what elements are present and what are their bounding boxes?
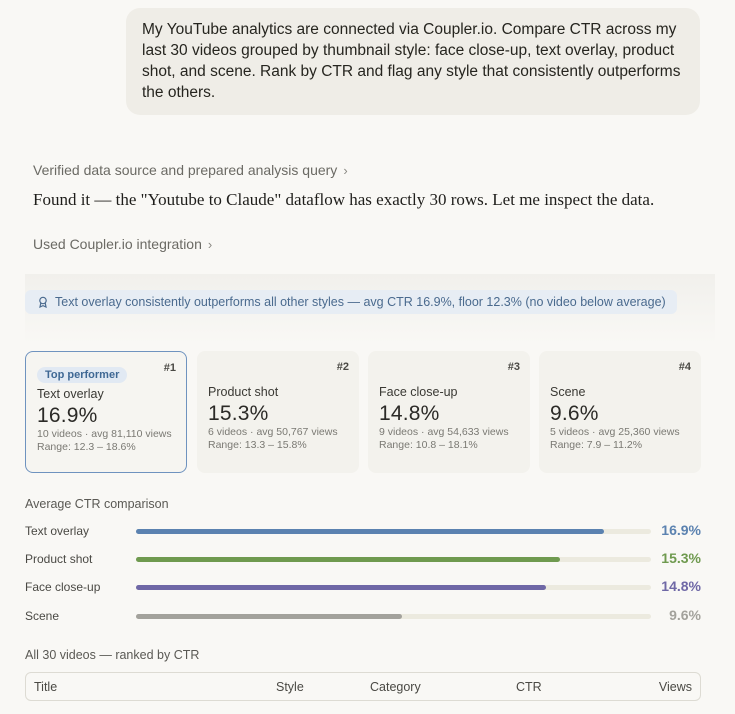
style-range: Range: 10.8 – 18.1% — [379, 439, 478, 451]
bar-track — [136, 585, 651, 590]
style-videos: 5 videos · avg 25,360 views — [550, 426, 680, 438]
bar-value: 9.6% — [669, 607, 701, 623]
style-videos: 9 videos · avg 54,633 views — [379, 426, 509, 438]
verified-step-label: Verified data source and prepared analys… — [33, 162, 338, 178]
bar-fill — [136, 557, 560, 562]
bar-label: Text overlay — [25, 524, 90, 538]
ctr-bar-row: Text overlay 16.9% — [25, 522, 701, 540]
style-range: Range: 7.9 – 11.2% — [550, 439, 643, 451]
bar-fill — [136, 585, 546, 590]
verified-step-toggle[interactable]: Verified data source and prepared analys… — [33, 162, 348, 178]
style-cards: #1 Top performer Text overlay 16.9% 10 v… — [25, 351, 701, 475]
bar-track — [136, 529, 651, 534]
style-ctr: 15.3% — [208, 402, 269, 425]
bar-fill — [136, 614, 402, 619]
style-card-face-close-up: #3 Face close-up 14.8% 9 videos · avg 54… — [368, 351, 530, 473]
bar-value: 16.9% — [661, 522, 701, 538]
style-card-product-shot: #2 Product shot 15.3% 6 videos · avg 50,… — [197, 351, 359, 473]
bar-value: 14.8% — [661, 578, 701, 594]
rank-label: #4 — [678, 361, 691, 373]
style-name: Text overlay — [37, 387, 104, 401]
column-header-ctr[interactable]: CTR — [516, 680, 542, 694]
column-header-views[interactable]: Views — [658, 680, 692, 694]
ctr-bar-row: Product shot 15.3% — [25, 550, 701, 568]
bars-title: Average CTR comparison — [25, 497, 169, 511]
style-name: Scene — [550, 385, 586, 399]
style-videos: 10 videos · avg 81,110 views — [37, 428, 172, 440]
column-header-style[interactable]: Style — [276, 680, 304, 694]
insight-text: Text overlay consistently outperforms al… — [55, 295, 666, 309]
style-ctr: 14.8% — [379, 402, 440, 425]
style-range: Range: 12.3 – 18.6% — [37, 441, 136, 453]
style-name: Product shot — [208, 385, 279, 399]
bar-label: Scene — [25, 609, 60, 623]
bar-fill — [136, 529, 604, 534]
style-ctr: 9.6% — [550, 402, 599, 425]
column-header-title[interactable]: Title — [34, 680, 58, 694]
column-header-category[interactable]: Category — [370, 680, 421, 694]
user-message: My YouTube analytics are connected via C… — [126, 8, 700, 115]
integration-step-toggle[interactable]: Used Coupler.io integration › — [33, 236, 212, 252]
bar-track — [136, 614, 651, 619]
rank-label: #2 — [336, 361, 349, 373]
style-videos: 6 videos · avg 50,767 views — [208, 426, 338, 438]
style-ctr: 16.9% — [37, 404, 98, 427]
insight-banner: Text overlay consistently outperforms al… — [25, 290, 677, 314]
rank-label: #1 — [163, 362, 176, 374]
style-card-scene: #4 Scene 9.6% 5 videos · avg 25,360 view… — [539, 351, 701, 473]
rank-label: #3 — [507, 361, 520, 373]
style-card-text-overlay: #1 Top performer Text overlay 16.9% 10 v… — [25, 351, 187, 473]
analysis-artifact: Text overlay consistently outperforms al… — [25, 274, 715, 714]
chevron-right-icon: › — [207, 236, 213, 252]
videos-table-header: Title Style Category CTR Views — [25, 672, 701, 701]
style-range: Range: 13.3 – 15.8% — [208, 439, 307, 451]
assistant-message: Found it — the "Youtube to Claude" dataf… — [33, 190, 655, 209]
award-icon — [39, 296, 47, 308]
bar-track — [136, 557, 651, 562]
bar-value: 15.3% — [661, 550, 701, 566]
style-name: Face close-up — [379, 385, 458, 399]
ctr-bar-row: Scene 9.6% — [25, 607, 701, 625]
chevron-right-icon: › — [343, 162, 348, 178]
top-performer-badge: Top performer — [37, 367, 128, 383]
ctr-bar-row: Face close-up 14.8% — [25, 578, 701, 596]
table-title: All 30 videos — ranked by CTR — [25, 648, 200, 662]
integration-step-label: Used Coupler.io integration — [33, 236, 202, 252]
bar-label: Face close-up — [25, 580, 101, 594]
bar-label: Product shot — [25, 552, 93, 566]
